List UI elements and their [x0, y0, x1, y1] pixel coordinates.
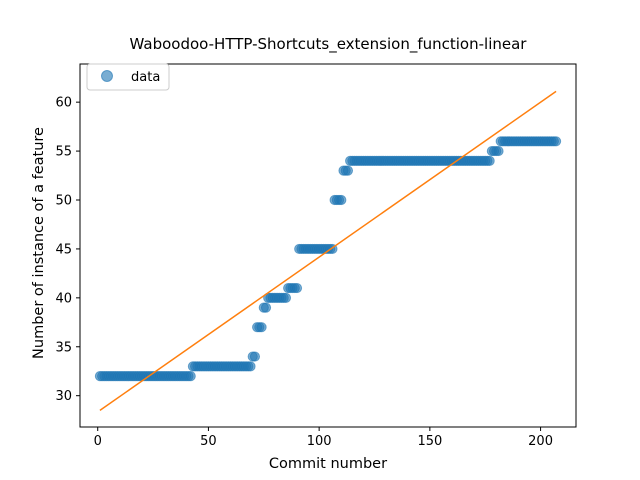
- chart-title: Waboodoo-HTTP-Shortcuts_extension_functi…: [130, 35, 528, 54]
- y-tick-label: 35: [55, 340, 72, 355]
- y-tick-label: 40: [55, 291, 72, 306]
- plot-frame: [79, 63, 577, 428]
- x-axis-label: Commit number: [269, 456, 387, 472]
- x-tick-label: 150: [417, 434, 442, 449]
- data-point: [245, 361, 256, 372]
- data-point: [336, 194, 347, 206]
- data-point: [185, 371, 196, 382]
- x-tick-label: 50: [200, 434, 217, 449]
- y-tick-label: 30: [55, 389, 72, 404]
- fit-line: [99, 90, 557, 411]
- data-point: [256, 322, 267, 333]
- data-point: [342, 165, 354, 176]
- x-tick-label: 200: [528, 434, 553, 449]
- legend-marker: [101, 70, 113, 82]
- fit-line-layer: [99, 90, 557, 411]
- axes: 0 50 100 150 200 30 35 40 45 50 55 60: [55, 63, 577, 449]
- data-points: [94, 136, 562, 382]
- data-point: [280, 292, 292, 303]
- x-tick-label: 100: [307, 434, 332, 449]
- data-point: [260, 302, 272, 313]
- y-tick-label: 50: [55, 194, 72, 209]
- y-axis-label: Number of instance of a feature: [31, 127, 47, 359]
- y-tick-label: 55: [55, 145, 72, 160]
- y-tick-label: 45: [55, 242, 72, 257]
- data-point: [484, 155, 495, 166]
- data-point: [550, 136, 562, 147]
- data-point: [291, 282, 303, 294]
- data-point: [249, 351, 261, 362]
- y-tick-label: 60: [55, 96, 72, 111]
- data-point: [493, 145, 504, 157]
- x-tick-label: 0: [94, 434, 102, 449]
- legend-label-data: data: [131, 70, 160, 85]
- legend: data: [86, 63, 170, 91]
